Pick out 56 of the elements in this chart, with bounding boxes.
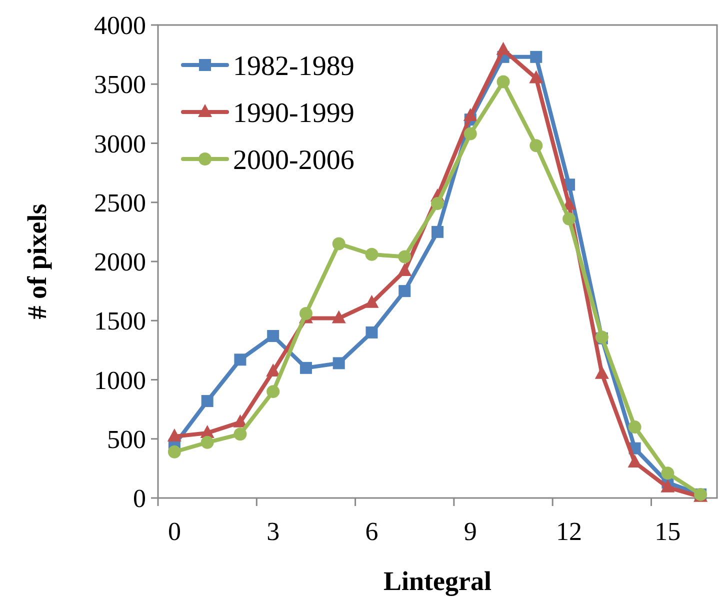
point <box>432 226 444 238</box>
point <box>200 436 214 449</box>
y-axis-title: # of pixels <box>22 204 52 320</box>
point <box>398 285 411 298</box>
point <box>366 326 378 338</box>
point <box>365 248 378 261</box>
x-axis-title: Lintegral <box>384 566 492 596</box>
point <box>463 108 478 122</box>
point <box>562 212 576 226</box>
point <box>529 70 544 84</box>
point <box>594 366 609 379</box>
y-tick-label: 1000 <box>94 366 146 395</box>
y-tick-label: 4000 <box>94 11 146 40</box>
point <box>332 310 346 324</box>
x-tick-label: 3 <box>266 517 280 546</box>
x-tick-label: 12 <box>556 517 582 546</box>
y-tick-label: 2000 <box>94 248 146 277</box>
point <box>530 50 542 63</box>
point <box>628 454 642 468</box>
x-tick-label: 0 <box>168 517 181 546</box>
y-tick-label: 500 <box>107 424 146 454</box>
y-tick-label: 3000 <box>94 129 146 158</box>
y-tick-label: 2500 <box>94 188 146 218</box>
point <box>266 385 280 398</box>
point <box>234 354 246 366</box>
point <box>233 414 248 428</box>
point <box>431 197 444 210</box>
y-tick-label: 3500 <box>94 70 146 100</box>
x-tick-label: 9 <box>464 517 477 546</box>
point <box>234 428 247 441</box>
y-tick-label: 1500 <box>94 306 146 336</box>
point <box>464 127 477 140</box>
point <box>168 445 181 458</box>
x-tick-label: 15 <box>654 517 681 546</box>
point <box>398 262 412 276</box>
point <box>201 395 214 408</box>
point <box>167 428 182 442</box>
point <box>660 479 675 492</box>
point <box>496 75 510 88</box>
point <box>266 363 280 376</box>
point <box>530 139 543 152</box>
point <box>496 42 510 55</box>
legend-label: 1982-1989 <box>233 50 354 82</box>
y-tick-label: 0 <box>133 484 146 514</box>
point <box>628 420 642 434</box>
point <box>364 294 379 308</box>
point <box>332 237 346 250</box>
point <box>398 250 412 264</box>
point <box>661 466 674 480</box>
x-tick-label: 6 <box>365 517 378 546</box>
point <box>299 307 312 320</box>
legend-label: 2000-2006 <box>233 144 354 176</box>
point <box>267 330 280 342</box>
point <box>300 362 312 374</box>
point <box>332 357 345 370</box>
legend-label: 1990-1999 <box>233 98 354 129</box>
